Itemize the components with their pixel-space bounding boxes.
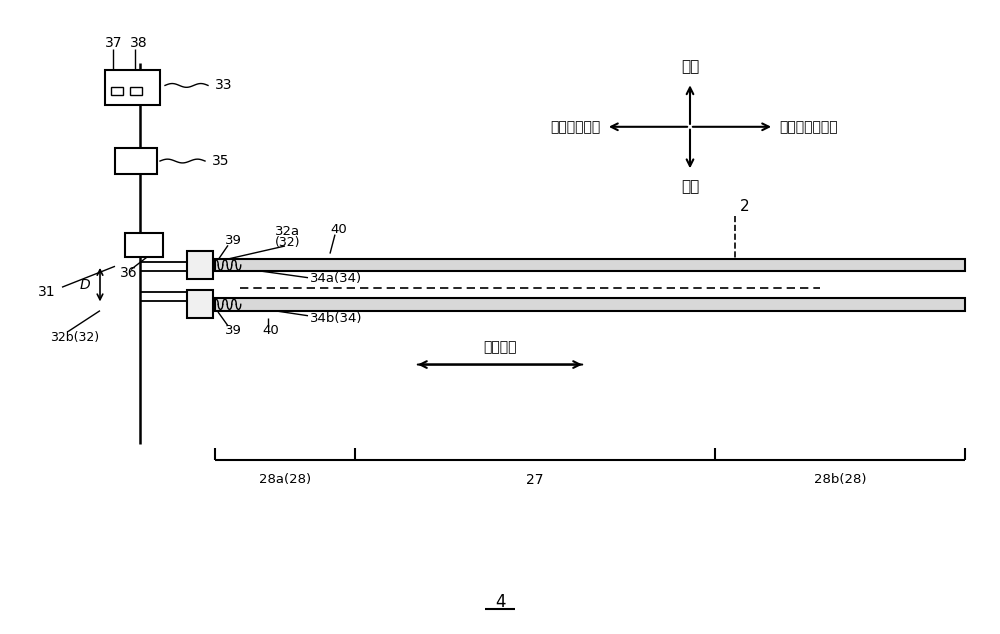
Text: 39: 39 bbox=[225, 325, 242, 337]
Text: 34a(34): 34a(34) bbox=[310, 273, 362, 285]
Bar bbox=[105, 70, 160, 105]
Text: 4: 4 bbox=[495, 593, 505, 611]
Text: 宽度方向一侧: 宽度方向一侧 bbox=[551, 120, 601, 134]
Bar bbox=[215, 298, 965, 311]
Text: 32b(32): 32b(32) bbox=[50, 331, 99, 344]
Text: 34b(34): 34b(34) bbox=[310, 312, 362, 325]
Text: 上侧: 上侧 bbox=[681, 59, 699, 74]
Text: 宽度方向另一侧: 宽度方向另一侧 bbox=[779, 120, 838, 134]
Text: 38: 38 bbox=[130, 36, 148, 50]
Bar bbox=[111, 87, 123, 95]
Text: 32a: 32a bbox=[275, 225, 300, 238]
Text: 2: 2 bbox=[740, 198, 750, 214]
Text: (32): (32) bbox=[275, 236, 300, 249]
Text: 28a(28): 28a(28) bbox=[259, 474, 311, 486]
Text: 31: 31 bbox=[38, 285, 56, 299]
Bar bbox=[125, 233, 163, 257]
Text: 扫描方向: 扫描方向 bbox=[483, 340, 517, 354]
Text: 35: 35 bbox=[212, 154, 230, 168]
Text: 27: 27 bbox=[526, 473, 544, 487]
Text: 37: 37 bbox=[105, 36, 122, 50]
Text: 39: 39 bbox=[225, 235, 242, 247]
Text: 下侧: 下侧 bbox=[681, 179, 699, 195]
Bar bbox=[187, 290, 213, 318]
Text: 36: 36 bbox=[120, 266, 138, 280]
Bar bbox=[115, 148, 157, 174]
Text: D: D bbox=[79, 278, 90, 292]
Text: 40: 40 bbox=[262, 325, 279, 337]
Text: 33: 33 bbox=[215, 79, 232, 93]
Bar bbox=[215, 259, 965, 271]
Bar bbox=[130, 87, 142, 95]
Text: 28b(28): 28b(28) bbox=[814, 474, 866, 486]
Bar bbox=[187, 251, 213, 279]
Text: 40: 40 bbox=[330, 223, 347, 236]
